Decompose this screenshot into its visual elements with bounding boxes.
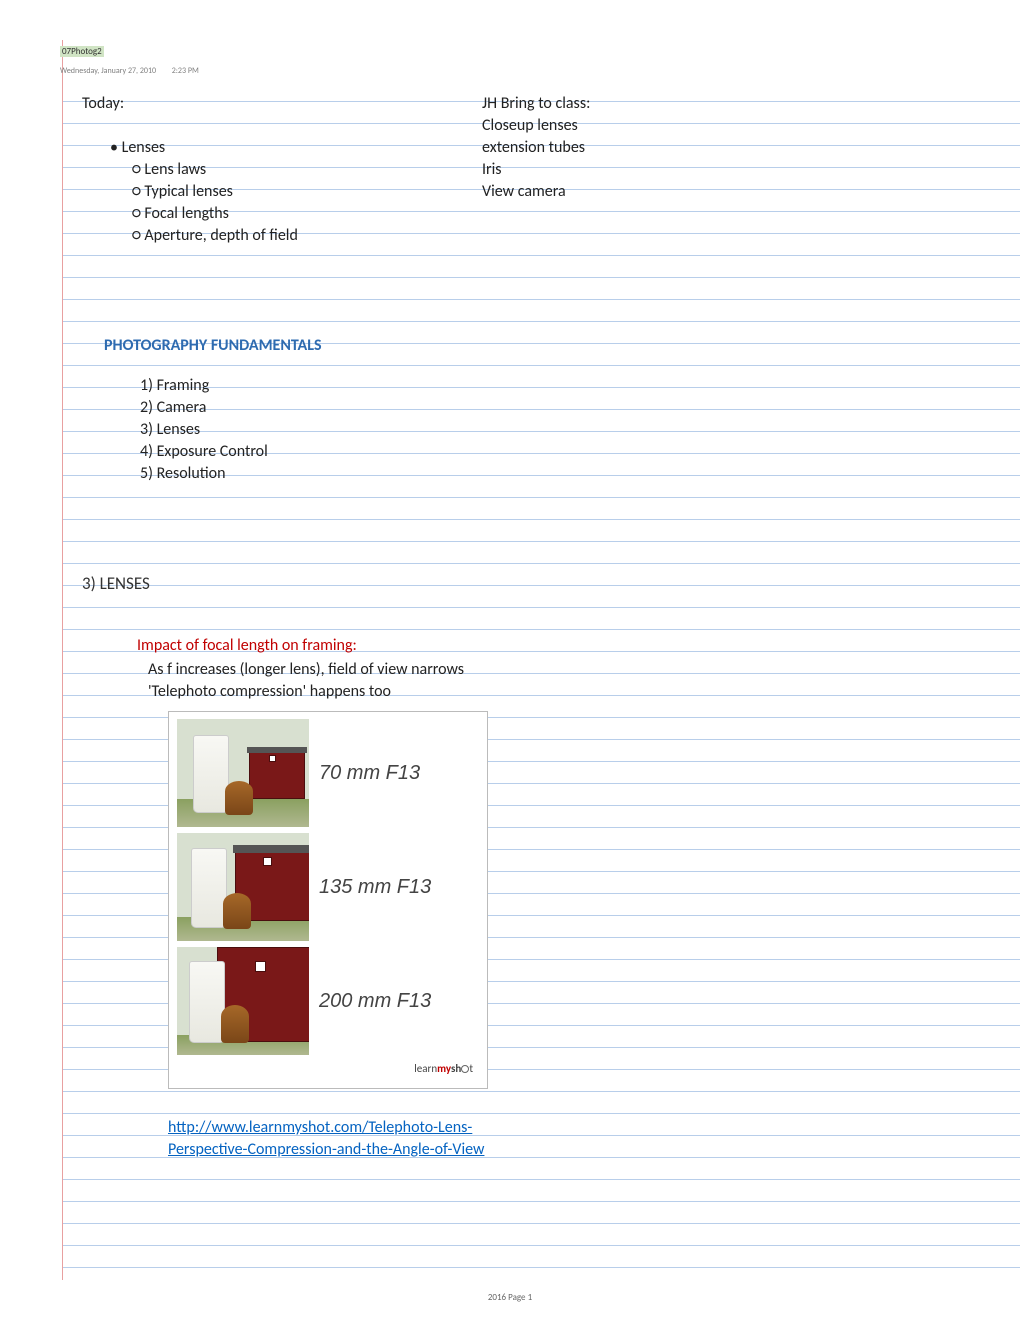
- agenda-sub-list: Lens laws Typical lenses Focal lengths A…: [110, 159, 482, 247]
- agenda-sub-item: Lens laws: [132, 159, 482, 181]
- cookies-shape: [221, 1005, 249, 1043]
- focal-thumb-135mm: [177, 833, 309, 941]
- fundamentals-item: 4) Exposure Control: [140, 441, 960, 463]
- header-two-col: Today: Lenses Lens laws Typical lenses F…: [82, 93, 960, 247]
- wm-learn: learn: [414, 1062, 437, 1075]
- focal-thumb-200mm: [177, 947, 309, 1055]
- doc-date: Wednesday, January 27, 2010: [60, 66, 156, 76]
- agenda-sub-item: Typical lenses: [132, 181, 482, 203]
- wm-my: my: [437, 1062, 451, 1075]
- impact-body: As f increases (longer lens), field of v…: [148, 659, 960, 703]
- milk-glass-shape: [189, 961, 225, 1043]
- focal-label: 135 mm F13: [319, 876, 431, 898]
- barn-window-shape: [263, 857, 272, 866]
- milk-glass-shape: [191, 848, 227, 928]
- focal-thumb-70mm: [177, 719, 309, 827]
- page-footer: 2016 Page 1: [0, 1292, 1020, 1303]
- impact-line: 'Telephoto compression' happens too: [148, 681, 960, 703]
- fundamentals-item: 5) Resolution: [140, 463, 960, 485]
- agenda-sub-label: Lens laws: [144, 160, 206, 179]
- wm-t: t: [469, 1062, 473, 1075]
- agenda-top-label: Lenses: [122, 138, 166, 157]
- focal-label: 70 mm F13: [319, 762, 420, 784]
- agenda-sub-label: Typical lenses: [144, 182, 233, 201]
- note-body: Today: Lenses Lens laws Typical lenses F…: [60, 78, 960, 1161]
- impact-heading: Impact of focal length on framing:: [137, 635, 960, 657]
- bring-item: Closeup lenses: [482, 115, 960, 137]
- agenda-sub-item: Focal lengths: [132, 203, 482, 225]
- barn-window-shape: [269, 755, 276, 762]
- doc-time: 2:23 PM: [172, 66, 199, 76]
- agenda-top-item: Lenses: [110, 137, 482, 159]
- focal-label: 200 mm F13: [319, 990, 431, 1012]
- bring-label: JH Bring to class:: [482, 93, 960, 115]
- barn-window-shape: [255, 961, 266, 972]
- barn-roof-shape: [233, 845, 309, 853]
- focal-length-figure: 70 mm F13 135 mm F13: [168, 711, 488, 1089]
- agenda-sub-label: Focal lengths: [144, 204, 229, 223]
- col-bring: JH Bring to class: Closeup lenses extens…: [482, 93, 960, 247]
- note-content: 07Photog2 Wednesday, January 27, 2010 2:…: [60, 40, 960, 1161]
- fundamentals-list: 1) Framing 2) Camera 3) Lenses 4) Exposu…: [82, 375, 960, 485]
- fundamentals-heading: PHOTOGRAPHY FUNDAMENTALS: [104, 335, 960, 357]
- figure-watermark: learnmysht: [173, 1058, 483, 1084]
- milk-glass-shape: [193, 735, 229, 813]
- wm-sh: sh: [451, 1062, 461, 1075]
- source-url-link[interactable]: http://www.learnmyshot.com/Telephoto-Len…: [168, 1117, 528, 1161]
- bring-item: extension tubes: [482, 137, 960, 159]
- cookies-shape: [223, 893, 251, 929]
- barn-shape: [249, 751, 305, 799]
- doc-title: 07Photog2: [60, 46, 104, 57]
- focal-row: 200 mm F13: [173, 944, 483, 1058]
- cookies-shape: [225, 781, 253, 815]
- fundamentals-item: 3) Lenses: [140, 419, 960, 441]
- doc-meta-row: Wednesday, January 27, 2010 2:23 PM: [60, 59, 960, 78]
- agenda-sub-label: Aperture, depth of field: [144, 226, 297, 245]
- agenda-sub-item: Aperture, depth of field: [132, 225, 482, 247]
- focal-row: 70 mm F13: [173, 716, 483, 830]
- fundamentals-item: 2) Camera: [140, 397, 960, 419]
- fundamentals-item: 1) Framing: [140, 375, 960, 397]
- impact-line: As f increases (longer lens), field of v…: [148, 659, 960, 681]
- bring-item: View camera: [482, 181, 960, 203]
- today-label: Today:: [82, 93, 482, 115]
- col-today: Today: Lenses Lens laws Typical lenses F…: [82, 93, 482, 247]
- agenda-list: Lenses Lens laws Typical lenses Focal le…: [82, 137, 482, 247]
- barn-roof-shape: [247, 747, 307, 753]
- bring-item: Iris: [482, 159, 960, 181]
- page-container: 07Photog2 Wednesday, January 27, 2010 2:…: [0, 0, 1020, 1280]
- lenses-heading: 3) LENSES: [82, 573, 960, 595]
- focal-row: 135 mm F13: [173, 830, 483, 944]
